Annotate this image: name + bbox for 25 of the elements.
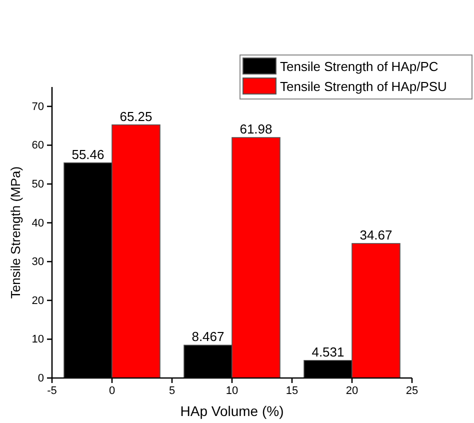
y-tick-label: 60	[32, 140, 44, 152]
data-label: 55.46	[72, 146, 104, 162]
legend-label: Tensile Strength of HAp/PC	[280, 59, 438, 74]
x-tick-label: 5	[168, 384, 176, 397]
y-axis-title: Tensile Strength (MPa)	[8, 166, 23, 299]
x-tick-label: 15	[286, 384, 298, 397]
y-tick-label: 10	[32, 334, 44, 346]
y-tick-label: 0	[38, 372, 44, 385]
y-tick-label: 40	[32, 217, 44, 230]
data-label: 4.531	[312, 344, 344, 360]
y-tick-label: 30	[32, 256, 44, 268]
y-tick-label: 70	[32, 100, 44, 113]
x-tick-label: -5	[47, 384, 57, 397]
x-tick-label: 25	[406, 384, 418, 397]
data-label: 61.98	[240, 122, 272, 137]
x-tick-label: 0	[108, 384, 116, 397]
x-tick-label: 10	[226, 384, 238, 397]
data-label: 34.67	[360, 227, 392, 242]
x-tick-label: 20	[346, 384, 358, 397]
x-axis-title: HAp Volume (%)	[180, 403, 284, 419]
data-label: 65.25	[120, 108, 152, 124]
legend-label: Tensile Strength of HAp/PSU	[280, 79, 447, 94]
y-tick-label: 50	[32, 178, 44, 191]
data-label: 8.467	[192, 329, 224, 344]
y-tick-label: 20	[32, 294, 44, 307]
